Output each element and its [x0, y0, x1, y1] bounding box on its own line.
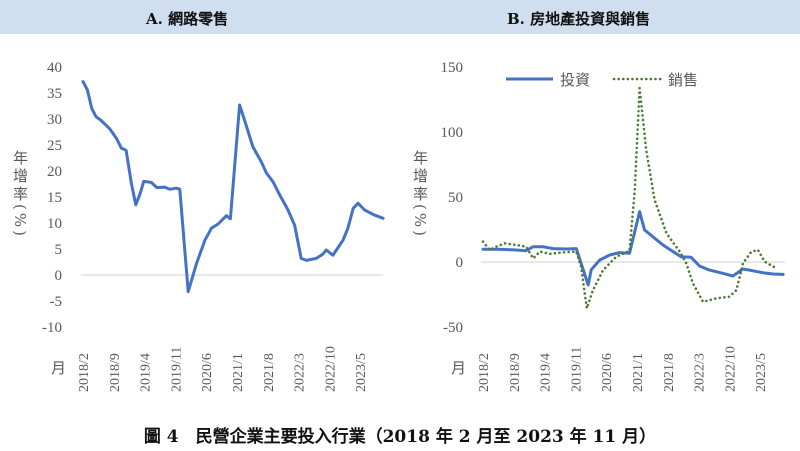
chart-a-ytick-label: 25	[47, 138, 62, 154]
chart-a-ytick-label: 10	[47, 216, 62, 232]
chart-b-ylabel: 年增率(%)	[411, 150, 429, 239]
chart-a-xtick-label: 2018/2	[77, 353, 92, 392]
chart-b-xtick-label: 2019/11	[569, 347, 584, 392]
chart-b-xtick-label: 2019/4	[539, 353, 554, 392]
chart-a-ytick-label: 15	[47, 190, 62, 206]
chart-a-ytick-label: -10	[42, 320, 62, 336]
chart-a-xtick-label: 2022/3	[293, 353, 308, 392]
chart-b-title: B. 房地產投資與銷售	[507, 10, 651, 28]
chart-a-xtick-label: 2021/8	[262, 353, 277, 392]
chart-a-xtick-label: 2019/4	[139, 353, 154, 392]
chart-b-ytick-label: 50	[448, 190, 463, 206]
chart-a-ytick-label: 5	[55, 242, 63, 258]
chart-b-xtick-label: 2021/1	[631, 353, 646, 392]
chart-a-xtick-label: 2021/1	[231, 353, 246, 392]
chart-b-ytick-label: -50	[443, 320, 463, 336]
chart-b-series-sales-line	[481, 86, 778, 310]
chart-a-ytick-label: 20	[47, 164, 62, 180]
chart-a-ytick-label: 40	[47, 60, 62, 76]
chart-a-ytick-label: -5	[50, 294, 63, 310]
chart-a-xlabel: 月	[51, 361, 66, 377]
chart-b-series-main-line	[481, 210, 785, 287]
header-band	[0, 0, 800, 34]
chart-b-ytick-label: 150	[441, 60, 464, 76]
legend-sales-label: 銷售	[668, 72, 698, 89]
chart-b-ytick-label: 0	[456, 255, 464, 271]
chart-b-ytick-label: 100	[441, 125, 464, 141]
chart-a-xtick-label: 2022/10	[323, 346, 338, 392]
chart-b-xtick-label: 2023/5	[754, 353, 769, 392]
chart-b-xlabel: 月	[451, 361, 466, 377]
chart-a-ytick-label: 35	[47, 86, 62, 102]
chart-a-xtick-label: 2019/11	[169, 347, 184, 392]
chart-b-xtick-label: 2022/10	[723, 346, 738, 392]
chart-a-xtick-label: 2023/5	[354, 353, 369, 392]
chart-a-ylabel: 年增率(%)	[11, 150, 29, 239]
chart-b-xtick-label: 2021/8	[662, 353, 677, 392]
chart-a-ytick-label: 30	[47, 112, 62, 128]
chart-b-xtick-label: 2018/2	[477, 353, 492, 392]
chart-b-xtick-label: 2018/9	[508, 353, 523, 392]
figure-caption: 圖 4 民營企業主要投入行業（2018 年 2 月至 2023 年 11 月）	[143, 427, 657, 447]
chart-a-title: A. 網路零售	[146, 10, 229, 28]
chart-a-series-main-line	[81, 80, 385, 294]
legend-investment-label: 投資	[560, 72, 590, 89]
chart-a-xtick-label: 2018/9	[108, 353, 123, 392]
chart-a-ytick-label: 0	[55, 268, 63, 284]
chart-a-xtick-label: 2020/6	[200, 353, 215, 392]
chart-b-xtick-label: 2022/3	[693, 353, 708, 392]
chart-b-xtick-label: 2020/6	[600, 353, 615, 392]
